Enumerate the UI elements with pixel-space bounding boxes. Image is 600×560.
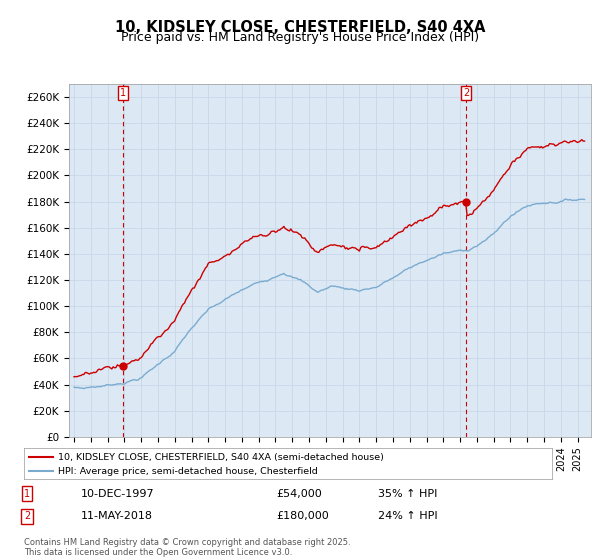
Text: 11-MAY-2018: 11-MAY-2018 xyxy=(81,511,153,521)
Text: 10, KIDSLEY CLOSE, CHESTERFIELD, S40 4XA (semi-detached house): 10, KIDSLEY CLOSE, CHESTERFIELD, S40 4XA… xyxy=(58,452,384,462)
Text: 24% ↑ HPI: 24% ↑ HPI xyxy=(378,511,437,521)
Text: 2: 2 xyxy=(24,511,30,521)
Text: 1: 1 xyxy=(120,88,126,98)
Text: 10-DEC-1997: 10-DEC-1997 xyxy=(81,489,155,499)
Text: 2: 2 xyxy=(463,88,469,98)
Text: HPI: Average price, semi-detached house, Chesterfield: HPI: Average price, semi-detached house,… xyxy=(58,466,318,475)
Text: 1: 1 xyxy=(24,489,30,499)
Text: Price paid vs. HM Land Registry's House Price Index (HPI): Price paid vs. HM Land Registry's House … xyxy=(121,31,479,44)
Text: 35% ↑ HPI: 35% ↑ HPI xyxy=(378,489,437,499)
Text: 10, KIDSLEY CLOSE, CHESTERFIELD, S40 4XA: 10, KIDSLEY CLOSE, CHESTERFIELD, S40 4XA xyxy=(115,20,485,35)
Text: £54,000: £54,000 xyxy=(276,489,322,499)
Text: Contains HM Land Registry data © Crown copyright and database right 2025.
This d: Contains HM Land Registry data © Crown c… xyxy=(24,538,350,557)
Text: £180,000: £180,000 xyxy=(276,511,329,521)
